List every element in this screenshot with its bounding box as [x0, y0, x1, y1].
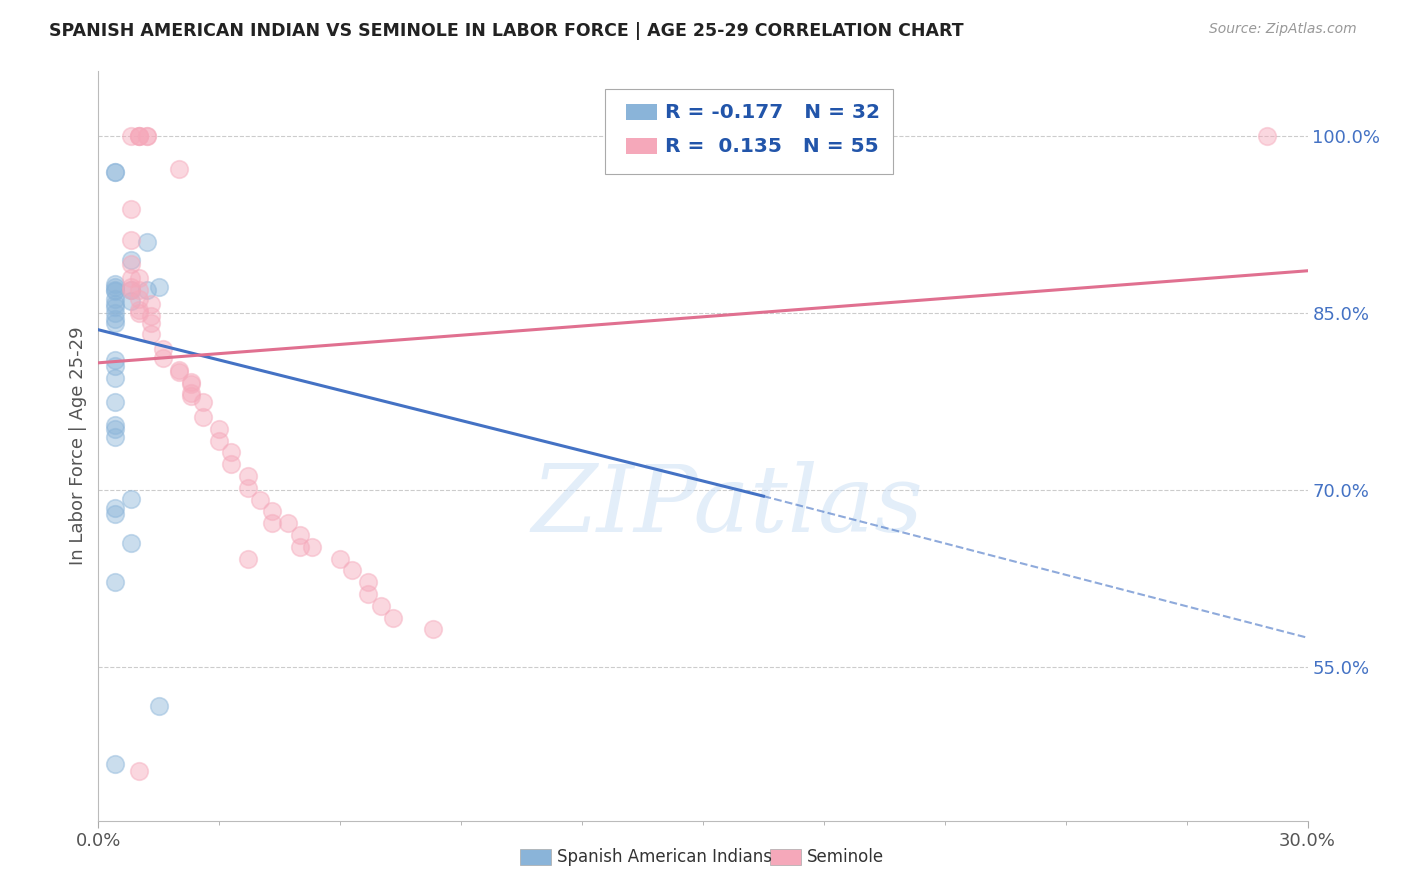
- Text: Source: ZipAtlas.com: Source: ZipAtlas.com: [1209, 22, 1357, 37]
- Point: [103, 422, 125, 436]
- Point: [236, 481, 259, 495]
- Point: [167, 162, 190, 177]
- Point: [208, 434, 231, 448]
- Point: [135, 129, 157, 144]
- Point: [103, 283, 125, 297]
- Point: [180, 375, 202, 389]
- Point: [103, 284, 125, 298]
- Point: [422, 623, 444, 637]
- Point: [260, 504, 283, 518]
- Point: [152, 342, 174, 356]
- Point: [180, 386, 202, 401]
- Text: ZIPatlas: ZIPatlas: [531, 461, 924, 551]
- Point: [103, 507, 125, 521]
- Text: R = -0.177   N = 32: R = -0.177 N = 32: [665, 103, 880, 122]
- Point: [120, 283, 142, 297]
- Point: [1256, 129, 1278, 144]
- Point: [120, 253, 142, 268]
- Point: [120, 280, 142, 294]
- Point: [103, 301, 125, 315]
- Point: [128, 292, 150, 306]
- Point: [277, 516, 299, 531]
- Point: [103, 418, 125, 433]
- Point: [301, 540, 323, 554]
- Point: [120, 270, 142, 285]
- Point: [103, 306, 125, 320]
- Point: [103, 277, 125, 291]
- Point: [167, 365, 190, 379]
- Point: [103, 297, 125, 311]
- Point: [148, 699, 170, 714]
- Point: [381, 610, 404, 624]
- Point: [103, 575, 125, 590]
- Point: [139, 327, 162, 342]
- Point: [120, 233, 142, 247]
- Point: [288, 540, 311, 554]
- Point: [193, 394, 215, 409]
- Point: [103, 164, 125, 178]
- Point: [370, 599, 392, 613]
- Point: [103, 359, 125, 374]
- Point: [139, 309, 162, 323]
- Point: [120, 536, 142, 550]
- Point: [152, 351, 174, 365]
- Point: [128, 306, 150, 320]
- Text: SPANISH AMERICAN INDIAN VS SEMINOLE IN LABOR FORCE | AGE 25-29 CORRELATION CHART: SPANISH AMERICAN INDIAN VS SEMINOLE IN L…: [49, 22, 965, 40]
- Point: [221, 445, 243, 459]
- Point: [167, 363, 190, 377]
- Point: [103, 312, 125, 326]
- Point: [120, 294, 142, 309]
- Point: [236, 551, 259, 566]
- Point: [357, 587, 380, 601]
- Point: [193, 410, 215, 425]
- Point: [128, 129, 150, 144]
- Point: [103, 292, 125, 306]
- Point: [103, 430, 125, 444]
- Point: [139, 297, 162, 311]
- Point: [148, 280, 170, 294]
- Point: [120, 129, 142, 144]
- Point: [103, 371, 125, 385]
- Point: [329, 551, 352, 566]
- Text: Seminole: Seminole: [807, 848, 884, 866]
- Point: [103, 500, 125, 515]
- Point: [236, 469, 259, 483]
- Point: [208, 422, 231, 436]
- Point: [260, 516, 283, 531]
- Point: [128, 129, 150, 144]
- Point: [103, 164, 125, 178]
- Point: [135, 235, 157, 250]
- Point: [128, 270, 150, 285]
- Point: [128, 302, 150, 317]
- Text: Spanish American Indians: Spanish American Indians: [557, 848, 772, 866]
- Point: [103, 757, 125, 772]
- Point: [103, 394, 125, 409]
- Point: [342, 564, 364, 578]
- Point: [128, 764, 150, 778]
- Point: [120, 202, 142, 217]
- Point: [357, 575, 380, 590]
- Point: [221, 458, 243, 472]
- Point: [288, 528, 311, 542]
- Point: [128, 283, 150, 297]
- Point: [128, 129, 150, 144]
- Point: [103, 316, 125, 330]
- Point: [180, 377, 202, 392]
- Point: [120, 283, 142, 297]
- Point: [103, 280, 125, 294]
- Y-axis label: In Labor Force | Age 25-29: In Labor Force | Age 25-29: [69, 326, 87, 566]
- Point: [135, 283, 157, 297]
- Point: [249, 492, 271, 507]
- Point: [120, 257, 142, 271]
- Point: [120, 491, 142, 506]
- Point: [135, 129, 157, 144]
- Point: [103, 353, 125, 368]
- Text: R =  0.135   N = 55: R = 0.135 N = 55: [665, 136, 879, 156]
- Point: [139, 316, 162, 330]
- Point: [180, 389, 202, 403]
